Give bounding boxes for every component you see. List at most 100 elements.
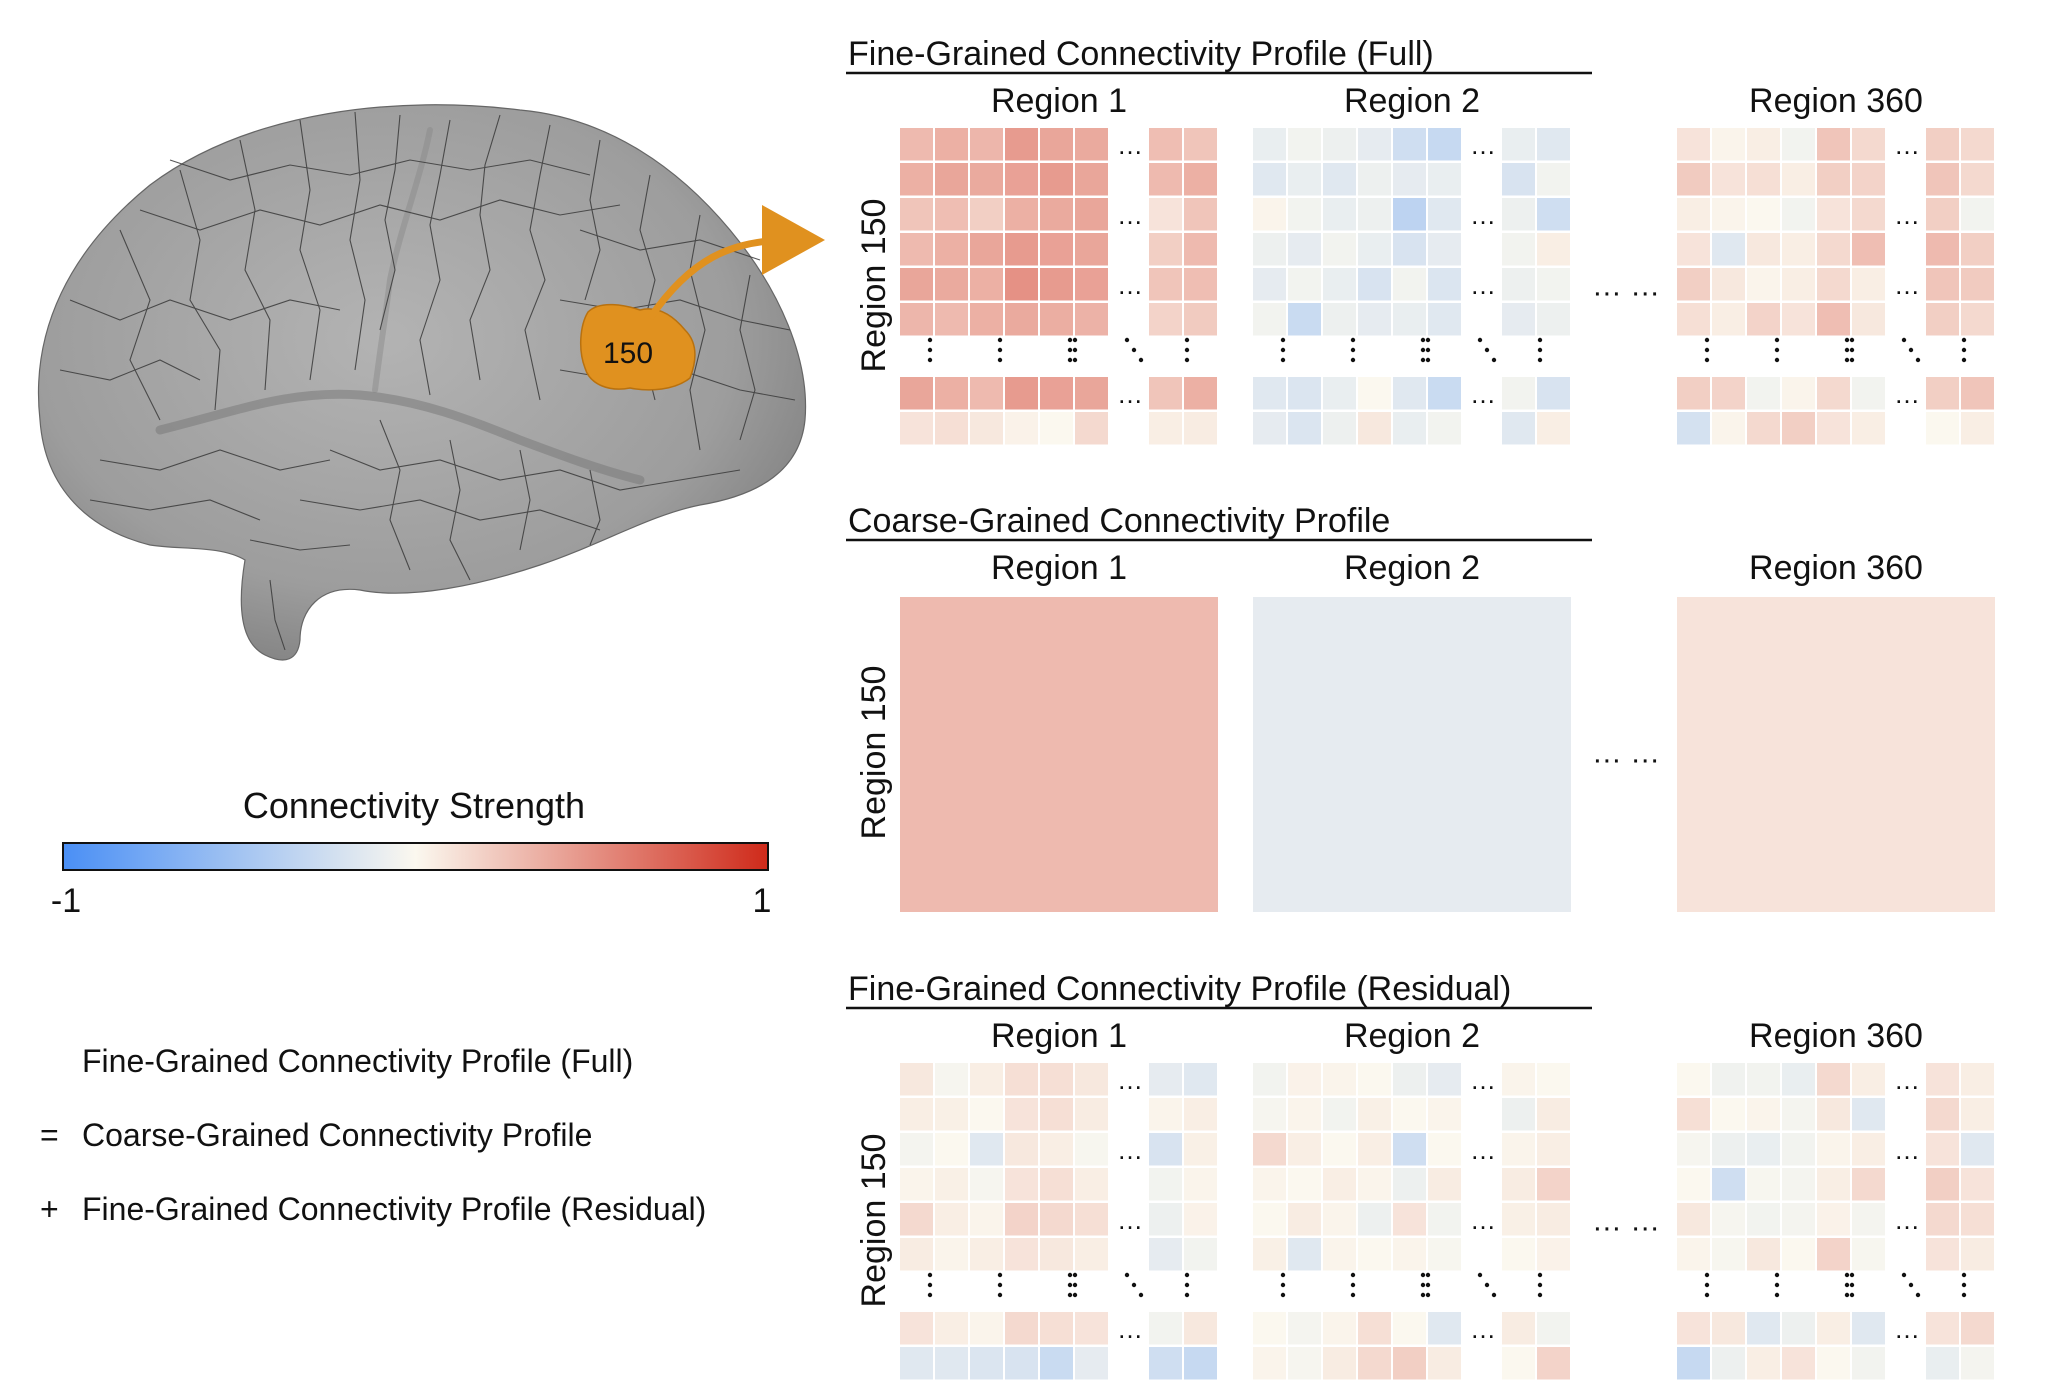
matrix-cell (1393, 1347, 1426, 1380)
matrix-cell (900, 233, 933, 266)
vertical-dot (1350, 337, 1356, 343)
matrix-cell (935, 1312, 968, 1345)
vertical-dot (927, 1282, 933, 1288)
matrix-cell (900, 268, 933, 301)
matrix-cell (1782, 412, 1815, 445)
matrix-cell (1428, 1063, 1461, 1096)
colorbar: Connectivity Strength -1 1 (51, 785, 772, 920)
vertical-dot (1067, 347, 1073, 353)
brain-surface (37, 104, 807, 661)
matrix-cell (1005, 198, 1038, 231)
matrix-cell (1184, 128, 1217, 161)
matrix-cell (1747, 163, 1780, 196)
matrix-cell (1253, 303, 1286, 336)
row-label: Region 150 (855, 1134, 893, 1308)
vertical-dot (1844, 337, 1850, 343)
matrix-cell (1926, 163, 1959, 196)
vertical-dot (1704, 1272, 1710, 1278)
equation-equals: = (40, 1117, 59, 1153)
matrix-cell (1005, 1063, 1038, 1096)
matrix-cell (1852, 1133, 1885, 1166)
matrix-cell (1817, 198, 1850, 231)
matrix-cell (970, 1238, 1003, 1271)
column-label: Region 2 (1344, 82, 1480, 120)
matrix-cell (1323, 1203, 1356, 1236)
matrix-cell (1961, 198, 1994, 231)
matrix-cell (1075, 1238, 1108, 1271)
vertical-dot (1280, 337, 1286, 343)
matrix-cell (900, 1203, 933, 1236)
matrix-cell (1005, 303, 1038, 336)
matrix-cell (1040, 1168, 1073, 1201)
matrix-cell (1747, 1133, 1780, 1166)
matrix-cell (1782, 1312, 1815, 1345)
matrix-cell (1747, 412, 1780, 445)
matrix-cell (1852, 377, 1885, 410)
matrix-cell (1323, 163, 1356, 196)
vertical-dot (1420, 347, 1426, 353)
vertical-dot (1537, 1282, 1543, 1288)
row-ellipsis: … (1894, 1135, 1920, 1165)
matrix-cell (1712, 412, 1745, 445)
matrix-cell (1852, 303, 1885, 336)
vertical-dot (1961, 337, 1967, 343)
matrix-cell (1961, 1238, 1994, 1271)
matrix-cell (1817, 1168, 1850, 1201)
matrix-cell (1712, 1133, 1745, 1166)
matrix-cell (970, 412, 1003, 445)
diagonal-dot (1484, 1282, 1490, 1288)
matrix-cell (1782, 1238, 1815, 1271)
matrix-cell (1712, 128, 1745, 161)
matrix-cell (1358, 1098, 1391, 1131)
matrix-cell (1817, 128, 1850, 161)
matrix-cell (1537, 1238, 1570, 1271)
matrix-cell (1782, 1063, 1815, 1096)
row-ellipsis: … (1470, 1205, 1496, 1235)
vertical-dot (1774, 1292, 1780, 1298)
matrix-cell (900, 1063, 933, 1096)
matrix-cell (1961, 303, 1994, 336)
diagonal-dot (1908, 347, 1914, 353)
matrix-cell (1712, 268, 1745, 301)
matrix-cell (1040, 1098, 1073, 1131)
matrix-cell (1747, 233, 1780, 266)
matrix-cell (1323, 1347, 1356, 1380)
matrix-cell (1502, 198, 1535, 231)
matrix-cell (1852, 412, 1885, 445)
matrix-cell (1288, 163, 1321, 196)
matrix-cell (1288, 1347, 1321, 1380)
matrix-cell (1537, 1133, 1570, 1166)
matrix-cell (1075, 268, 1108, 301)
matrix-cell (1961, 1168, 1994, 1201)
matrix-cell (935, 128, 968, 161)
vertical-dot (1350, 347, 1356, 353)
matrix-cell (900, 163, 933, 196)
matrix-cell (1961, 128, 1994, 161)
matrix-cell (1393, 1098, 1426, 1131)
fine-block: ………… (1677, 128, 1994, 445)
matrix-cell (1005, 233, 1038, 266)
diagonal-dot (1915, 1292, 1921, 1298)
matrix-cell (900, 1098, 933, 1131)
vertical-dot (1280, 347, 1286, 353)
matrix-cell (1537, 303, 1570, 336)
matrix-cell (1428, 1168, 1461, 1201)
matrix-cell (1393, 198, 1426, 231)
matrix-cell (1747, 1098, 1780, 1131)
vertical-dot (1425, 1282, 1431, 1288)
matrix-cell (1184, 268, 1217, 301)
row-ellipsis: … (1470, 1314, 1496, 1344)
vertical-dot (1774, 347, 1780, 353)
matrix-cell (1817, 1133, 1850, 1166)
matrix-cell (1961, 163, 1994, 196)
coarse-block (1677, 597, 1995, 912)
matrix-cell (1537, 198, 1570, 231)
vertical-dot (927, 337, 933, 343)
vertical-dot (997, 1292, 1003, 1298)
vertical-dot (997, 337, 1003, 343)
matrix-cell (1782, 233, 1815, 266)
vertical-dot (1849, 1272, 1855, 1278)
matrix-cell (1926, 1347, 1959, 1380)
row-ellipsis: … (1117, 200, 1143, 230)
vertical-dot (997, 357, 1003, 363)
